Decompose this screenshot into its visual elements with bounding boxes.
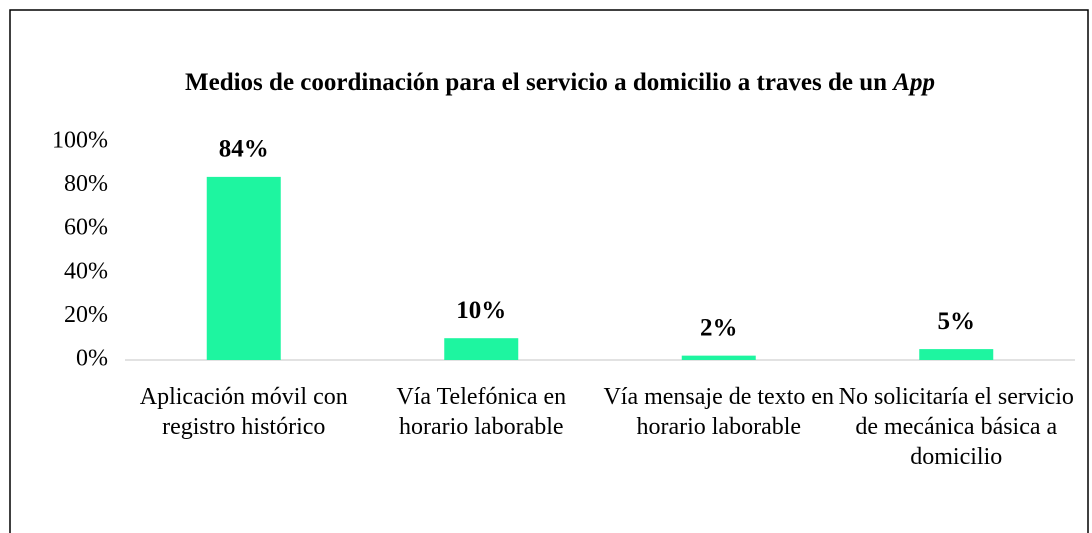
y-tick-label: 0% — [76, 346, 108, 372]
title-text: Medios de coordinación para el servicio … — [185, 69, 888, 96]
data-label: 10% — [456, 297, 506, 324]
y-tick-label: 80% — [64, 171, 108, 197]
data-label: 2% — [700, 314, 738, 341]
data-label: 5% — [938, 308, 976, 335]
bar — [681, 355, 756, 360]
y-tick-label: 100% — [52, 128, 108, 154]
y-tick-label: 60% — [64, 215, 108, 241]
chart-border — [9, 9, 1089, 533]
x-tick-label: Aplicación móvil con registro histórico — [139, 384, 348, 440]
x-tick-label: No solicitaría el servicio de mecánica b… — [838, 384, 1074, 470]
bar — [919, 349, 994, 360]
x-tick-label: Vía Telefónica en horario laborable — [396, 384, 567, 440]
title-italic: App — [893, 69, 935, 96]
bar — [206, 176, 281, 360]
chart-title: Medios de coordinación para el servicio … — [100, 68, 1020, 97]
x-tick-label: Vía mensaje de texto en horario laborabl… — [603, 384, 835, 440]
y-tick-label: 40% — [64, 258, 108, 284]
data-label: 84% — [219, 136, 269, 163]
y-tick-label: 20% — [64, 302, 108, 328]
bar — [444, 338, 519, 360]
